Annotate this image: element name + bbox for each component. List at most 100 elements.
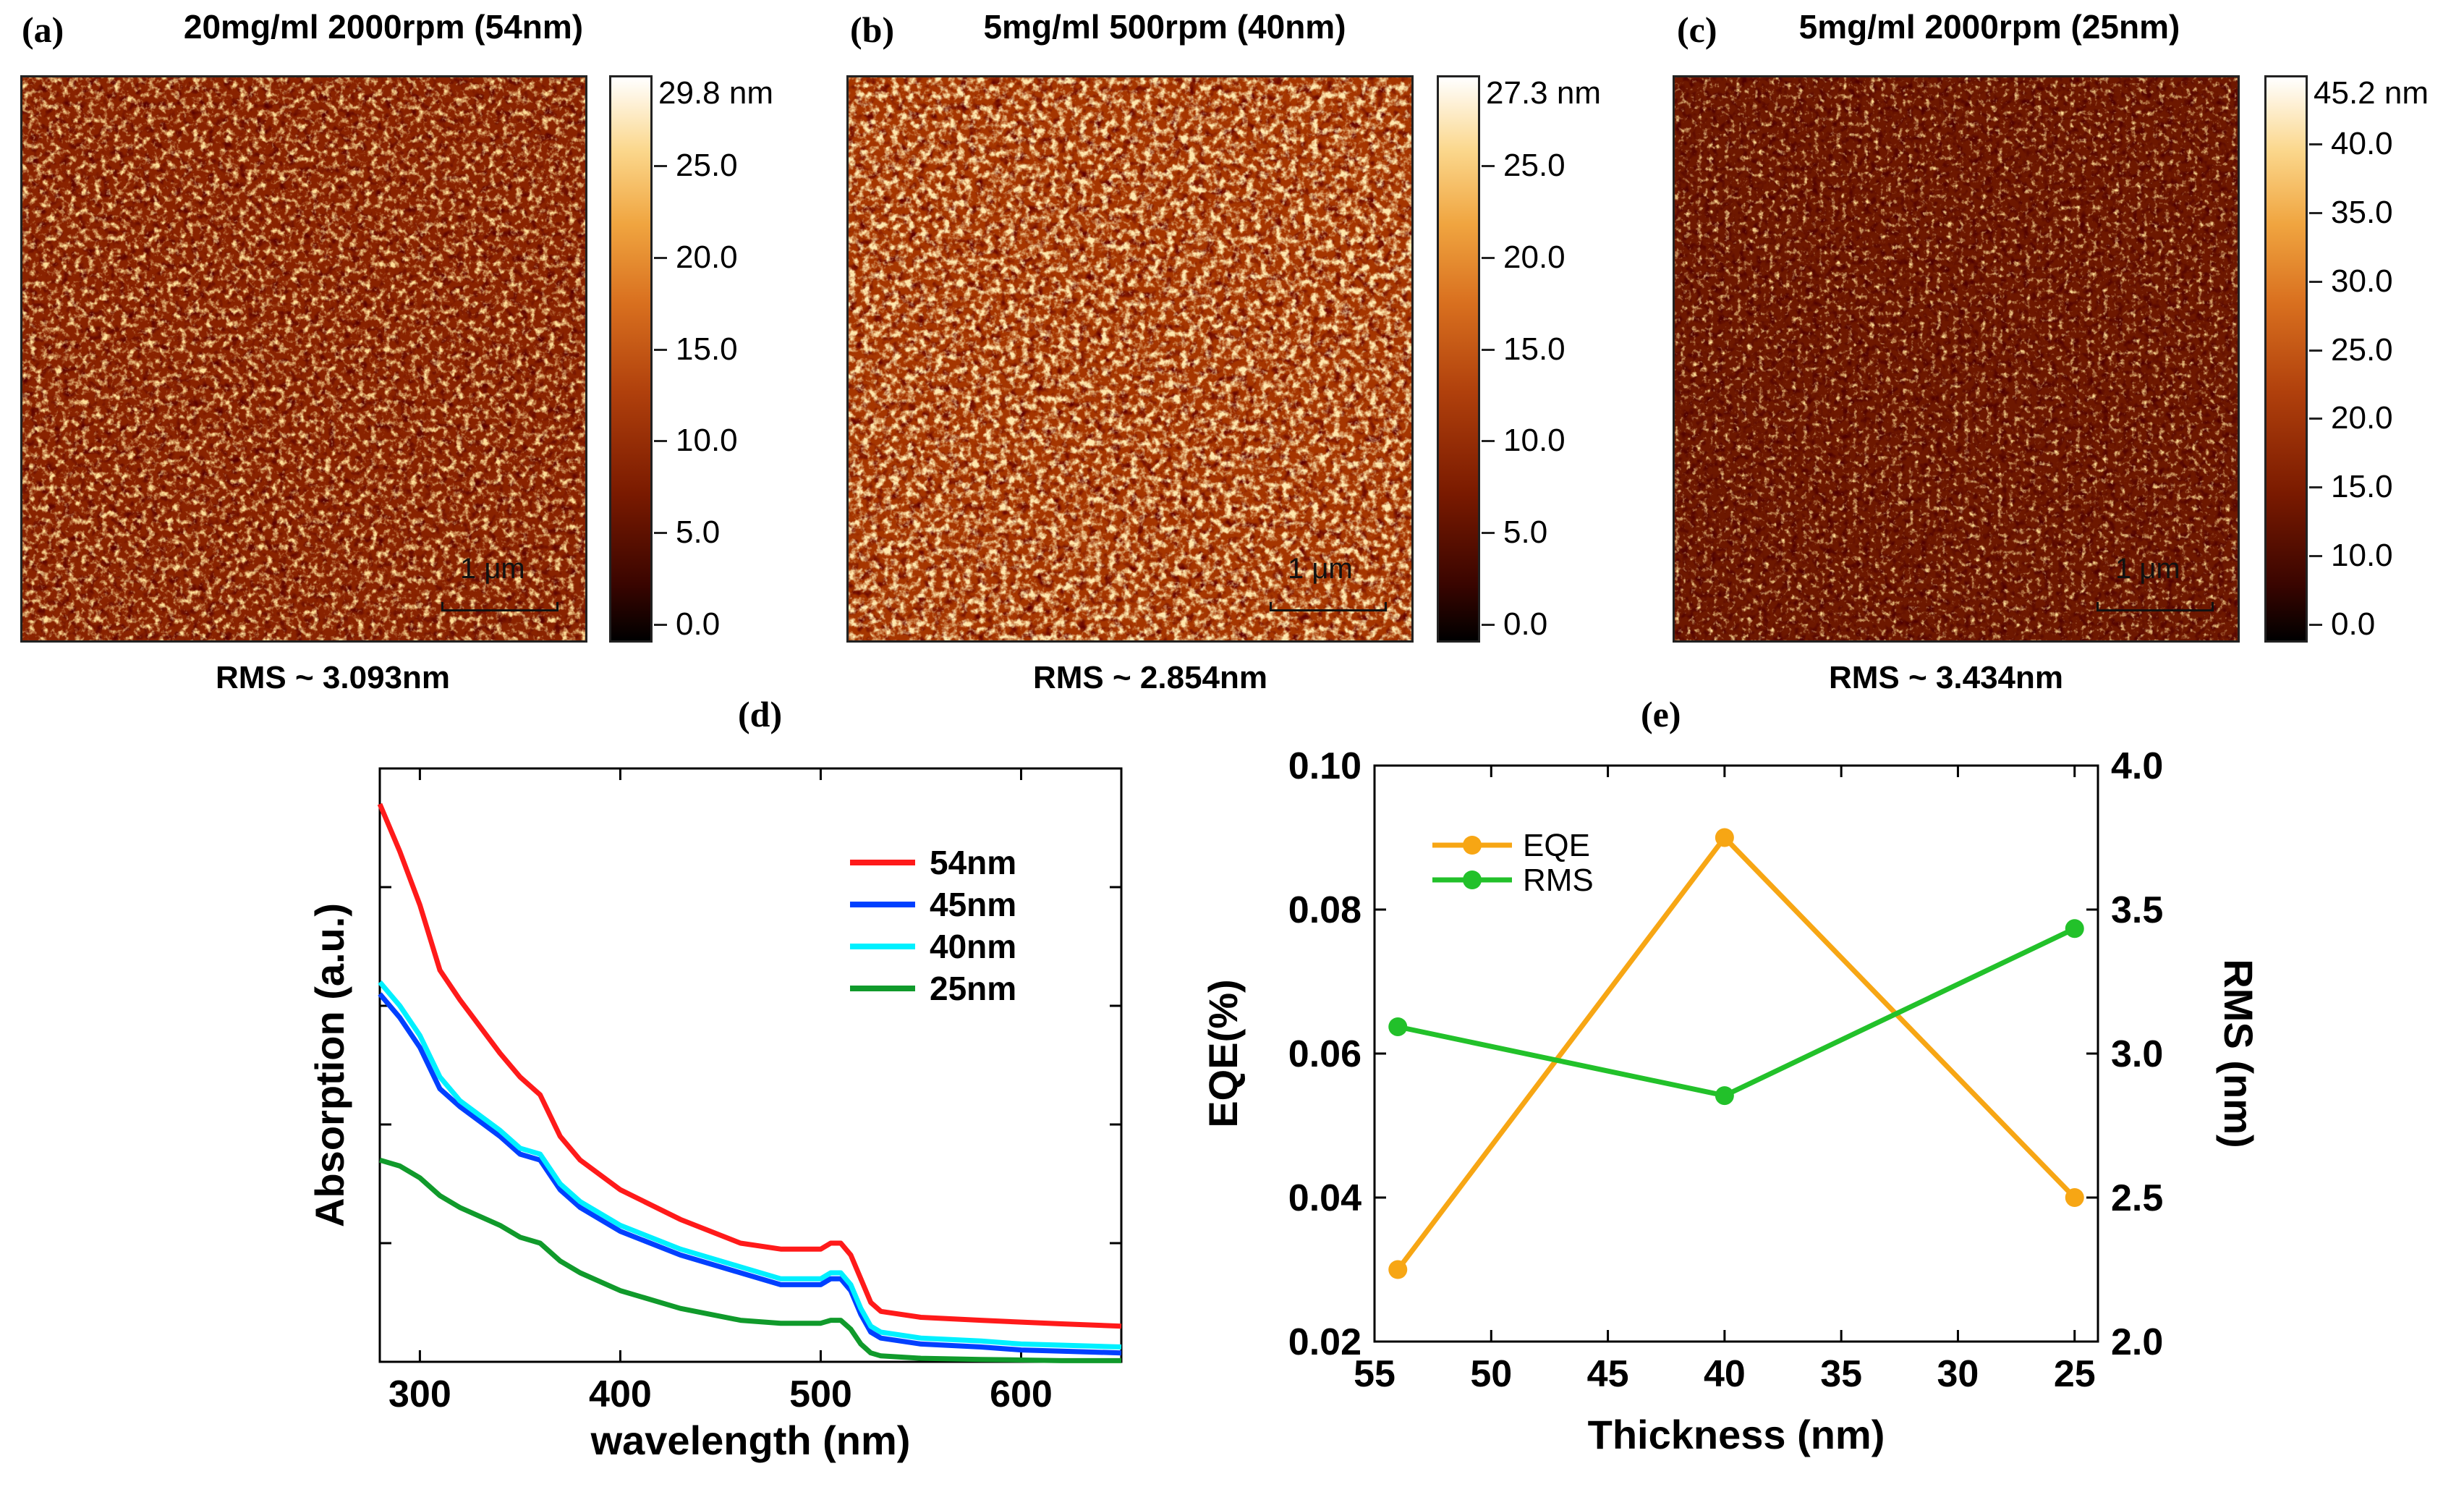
series-line-40nm (378, 980, 1122, 1350)
colorbar-b-tick-label: 5.0 (1503, 514, 1548, 551)
y-tick-label-left: 0.08 (1288, 889, 1361, 931)
panel-a-title: 20mg/ml 2000rpm (54nm) (183, 8, 584, 46)
x-tick-label: 45 (1587, 1353, 1629, 1395)
scale-label-b: 1 μm (1288, 553, 1353, 585)
y-axis-label-right: RMS (nm) (2216, 959, 2261, 1148)
colorbar-c-ticks: 45.2 nm 40.0 35.0 30.0 25.0 20.0 15.0 10.0 0.0 (2309, 75, 2461, 643)
colorbar-c-tick (2309, 349, 2322, 352)
colorbar-a-tick (654, 532, 667, 535)
colorbar-c-tick (2309, 624, 2322, 626)
panel-e-label: (e) (1641, 694, 1681, 734)
rms-a: RMS ~ 3.093nm (215, 660, 451, 695)
legend-label-EQE: EQE (1523, 828, 1590, 863)
colorbar-b-tick (1482, 624, 1495, 626)
x-tick-label: 400 (589, 1373, 652, 1415)
legend-label-54nm: 54nm (930, 844, 1016, 881)
colorbar-a-ticks: 29.8 nm 25.0 20.0 15.0 10.0 5.0 0.0 (654, 75, 799, 643)
colorbar-a-tick (654, 165, 667, 167)
colorbar-b-tick (1482, 532, 1495, 535)
x-axis-label: wavelength (nm) (590, 1418, 911, 1463)
x-tick-label: 500 (789, 1373, 852, 1415)
colorbar-b-tick-label: 15.0 (1503, 331, 1566, 367)
colorbar-a-tick-label: 0.0 (676, 606, 721, 642)
colorbar-c-tick-label: 30.0 (2331, 263, 2393, 299)
x-tick-label: 25 (2054, 1353, 2096, 1395)
rms-c: RMS ~ 3.434nm (1828, 660, 2064, 695)
x-tick-label: 30 (1937, 1353, 1979, 1395)
colorbar-a-tick (654, 624, 667, 626)
y-tick-label-left: 0.02 (1288, 1321, 1361, 1363)
colorbar-a-tick-label: 10.0 (676, 423, 738, 459)
legend-label-RMS: RMS (1523, 863, 1594, 898)
afm-image-a (20, 75, 587, 643)
absorption-chart: 300 400 500 600 wavelength (nm) Absorption (a… (307, 767, 1123, 1463)
colorbar-c-tick-label: 10.0 (2331, 538, 2393, 574)
legend-label-40nm: 40nm (930, 928, 1016, 965)
scale-label-a: 1 μm (460, 553, 525, 585)
colorbar-a-tick-label: 5.0 (676, 514, 721, 551)
colorbar-c-tick-label: 40.0 (2331, 126, 2393, 161)
y-tick-label-right: 4.0 (2111, 745, 2163, 787)
y-tick-label-left: 0.06 (1288, 1033, 1361, 1075)
panel-b-title: 5mg/ml 500rpm (40nm) (983, 8, 1346, 46)
series-line-25nm (379, 1157, 1121, 1363)
colorbar-b-tick-label: 20.0 (1503, 239, 1566, 275)
y-axis-label: Absorption (a.u.) (307, 903, 352, 1227)
x-tick-label: 40 (1704, 1353, 1746, 1395)
legend-label-25nm: 25nm (930, 970, 1016, 1007)
x-tick-label: 600 (990, 1373, 1053, 1415)
panel-c-label: (c) (1677, 9, 1717, 50)
colorbar-c-tick (2309, 418, 2322, 420)
legend-marker-RMS (1463, 870, 1482, 889)
colorbar-c-tick-label: 0.0 (2331, 606, 2376, 642)
colorbar-a (609, 75, 653, 643)
scale-label-c: 1 μm (2115, 553, 2180, 585)
colorbar-c-tick-label: 25.0 (2331, 331, 2393, 368)
panel-c-title: 5mg/ml 2000rpm (25nm) (1798, 8, 2180, 46)
eqe-rms-chart: 55 50 45 40 35 30 25 0.02 0.04 0.06 0.08 0.10 2.0 2.5… (1200, 745, 2261, 1457)
colorbar-c-tick (2309, 211, 2322, 214)
x-axis-label: Thickness (nm) (1588, 1412, 1885, 1457)
data-point-EQE (1715, 828, 1734, 847)
colorbar-b-tick-label: 10.0 (1503, 423, 1566, 459)
panel-d-label: (d) (738, 694, 783, 734)
x-tick-label: 50 (1470, 1353, 1512, 1395)
y-tick-label-right: 3.5 (2111, 889, 2163, 931)
colorbar-b (1437, 75, 1480, 643)
y-tick-label-right: 2.0 (2111, 1321, 2163, 1363)
colorbar-a-max-label: 29.8 nm (658, 75, 773, 111)
colorbar-a-tick (654, 256, 667, 259)
y-tick-label-left: 0.04 (1288, 1177, 1361, 1219)
colorbar-b-tick-label: 0.0 (1503, 606, 1548, 642)
plot-frame (378, 767, 1123, 1363)
colorbar-a-tick-label: 15.0 (676, 331, 738, 367)
series-line-45nm (378, 992, 1122, 1356)
colorbar-c-tick (2309, 143, 2322, 145)
data-point-RMS (1715, 1086, 1734, 1106)
colorbar-b-tick-label: 25.0 (1503, 148, 1566, 183)
colorbar-a-tick (654, 348, 667, 351)
colorbar-c-tick (2309, 555, 2322, 558)
x-tick-label: 35 (1820, 1353, 1862, 1395)
data-point-EQE (2065, 1188, 2084, 1207)
colorbar-b-max-label: 27.3 nm (1486, 75, 1601, 111)
colorbar-b-tick (1482, 440, 1495, 443)
colorbar-c-max-label: 45.2 nm (2314, 75, 2429, 111)
legend-label-45nm: 45nm (930, 886, 1016, 923)
y-tick-label-right: 3.0 (2111, 1033, 2163, 1075)
scale-bar-c (2096, 602, 2214, 611)
panel-b-label: (b) (850, 9, 895, 50)
colorbar-c-tick-label: 35.0 (2331, 194, 2393, 230)
colorbar-b-ticks: 27.3 nm 25.0 20.0 15.0 10.0 5.0 0.0 (1482, 75, 1626, 643)
colorbar-a-tick-label: 20.0 (676, 239, 738, 275)
x-tick-label: 300 (388, 1373, 451, 1415)
series-line-54nm (377, 802, 1122, 1329)
legend-marker-EQE (1463, 836, 1482, 855)
data-point-RMS (2065, 919, 2084, 939)
afm-image-c (1673, 75, 2240, 643)
colorbar-a-tick-label: 25.0 (676, 148, 738, 183)
x-tick-label: 55 (1354, 1353, 1395, 1395)
colorbar-b-tick (1482, 165, 1495, 167)
colorbar-b-tick (1482, 348, 1495, 351)
y-tick-label-left: 0.10 (1288, 745, 1361, 787)
